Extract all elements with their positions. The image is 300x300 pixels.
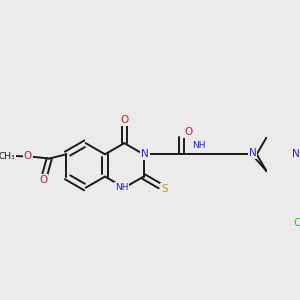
Text: O: O [24, 151, 32, 161]
Text: NH: NH [115, 183, 128, 192]
Text: CH₃: CH₃ [0, 152, 16, 160]
Text: N: N [141, 149, 149, 159]
Text: N: N [292, 149, 300, 159]
Text: O: O [39, 175, 47, 185]
Text: Cl: Cl [294, 218, 300, 228]
Text: S: S [161, 184, 168, 194]
Text: N: N [249, 148, 256, 158]
Text: NH: NH [193, 141, 206, 150]
Text: O: O [184, 127, 192, 137]
Text: O: O [120, 115, 128, 125]
